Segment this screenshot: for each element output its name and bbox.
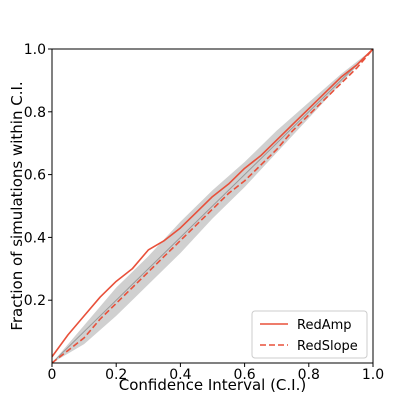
series-line-redslope — [51, 48, 374, 364]
y-axis-title: Fraction of simulations within C.I. — [8, 81, 26, 330]
legend-label-redamp: RedAmp — [297, 318, 352, 333]
y-tick-label: 0.2 — [24, 293, 46, 309]
plot-frame — [51, 48, 374, 364]
y-tick-label: 0.4 — [24, 230, 46, 246]
legend: RedAmp RedSlope — [251, 310, 368, 359]
legend-label-redslope: RedSlope — [297, 339, 358, 354]
series-layer — [51, 48, 374, 364]
x-axis-ticks: 0 0.2 0.4 0.6 0.8 1.0 — [48, 363, 384, 383]
x-tick-label: 0.8 — [298, 367, 320, 383]
y-axis-ticks: 0.2 0.4 0.6 0.8 1.0 — [24, 42, 52, 309]
x-tick-label: 0.2 — [105, 367, 127, 383]
x-tick-label: 1.0 — [362, 367, 384, 383]
x-tick-label: 0.4 — [169, 367, 191, 383]
x-axis-title: Confidence Interval (C.I.) — [119, 376, 306, 394]
series-line-redamp — [51, 48, 374, 358]
y-tick-label: 0.6 — [24, 168, 46, 184]
diagonal-reference-layer — [51, 48, 374, 364]
diagonal-reference-line — [51, 48, 374, 364]
y-tick-label: 0.8 — [24, 105, 46, 121]
x-tick-label: 0 — [48, 367, 57, 383]
x-tick-label: 0.6 — [233, 367, 255, 383]
legend-box — [251, 310, 368, 359]
y-tick-label: 1.0 — [24, 42, 46, 58]
